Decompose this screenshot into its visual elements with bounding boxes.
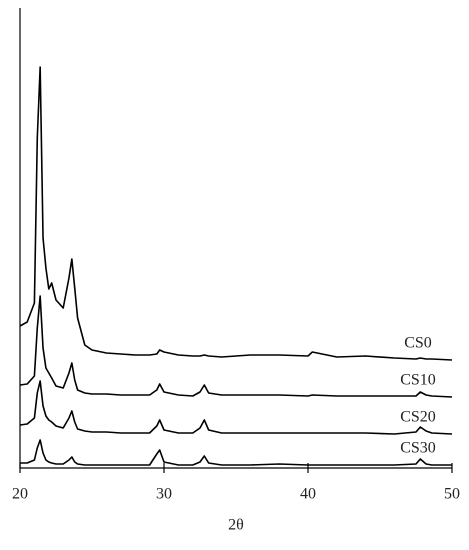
x-tick-label: 40 bbox=[300, 486, 316, 503]
series-label: CS10 bbox=[400, 372, 436, 389]
series-line bbox=[20, 439, 452, 466]
series-line bbox=[19, 66, 453, 361]
series-line bbox=[19, 380, 453, 435]
x-axis-label: 2θ bbox=[228, 517, 244, 534]
x-tick-label: 30 bbox=[156, 486, 172, 503]
series-label: CS20 bbox=[400, 409, 436, 426]
series-line bbox=[19, 295, 453, 398]
x-tick-label: 20 bbox=[12, 486, 28, 503]
series-label: CS30 bbox=[400, 440, 436, 457]
x-tick-label: 50 bbox=[444, 486, 460, 503]
series-label: CS0 bbox=[404, 335, 432, 352]
